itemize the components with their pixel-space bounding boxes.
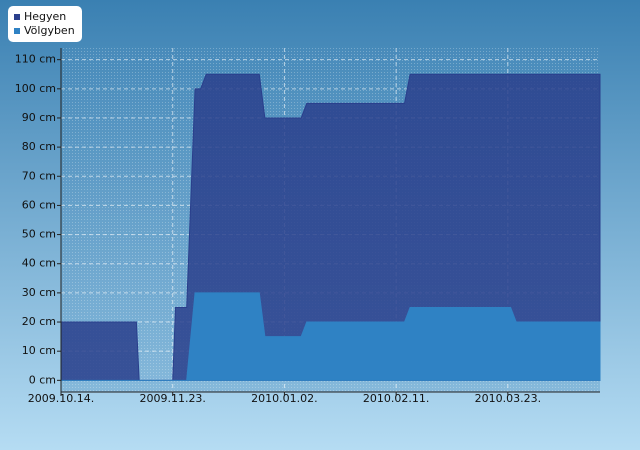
legend-box bbox=[8, 6, 82, 42]
x-tick-label: 2010.03.23. bbox=[475, 392, 541, 405]
x-tick-label: 2010.01.02. bbox=[251, 392, 317, 405]
legend-swatch bbox=[14, 28, 20, 34]
y-tick-label: 70 cm bbox=[22, 169, 56, 182]
legend-label: Völgyben bbox=[24, 24, 75, 37]
legend-swatch bbox=[14, 14, 20, 20]
y-tick-label: 0 cm bbox=[29, 373, 56, 386]
legend-label: Hegyen bbox=[24, 10, 66, 23]
y-tick-label: 90 cm bbox=[22, 111, 56, 124]
x-tick-label: 2009.10.14. bbox=[28, 392, 94, 405]
area bbox=[61, 292, 601, 381]
y-tick-label: 20 cm bbox=[22, 315, 56, 328]
y-tick-label: 40 cm bbox=[22, 257, 56, 270]
y-tick-label: 50 cm bbox=[22, 228, 56, 241]
x-tick-label: 2010.02.11. bbox=[363, 392, 429, 405]
y-tick-label: 100 cm bbox=[15, 82, 56, 95]
y-tick-label: 10 cm bbox=[22, 344, 56, 357]
x-tick-label: 2009.11.23. bbox=[139, 392, 205, 405]
y-tick-label: 110 cm bbox=[15, 53, 56, 66]
y-tick-label: 80 cm bbox=[22, 140, 56, 153]
y-tick-label: 30 cm bbox=[22, 286, 56, 299]
y-tick-label: 60 cm bbox=[22, 198, 56, 211]
